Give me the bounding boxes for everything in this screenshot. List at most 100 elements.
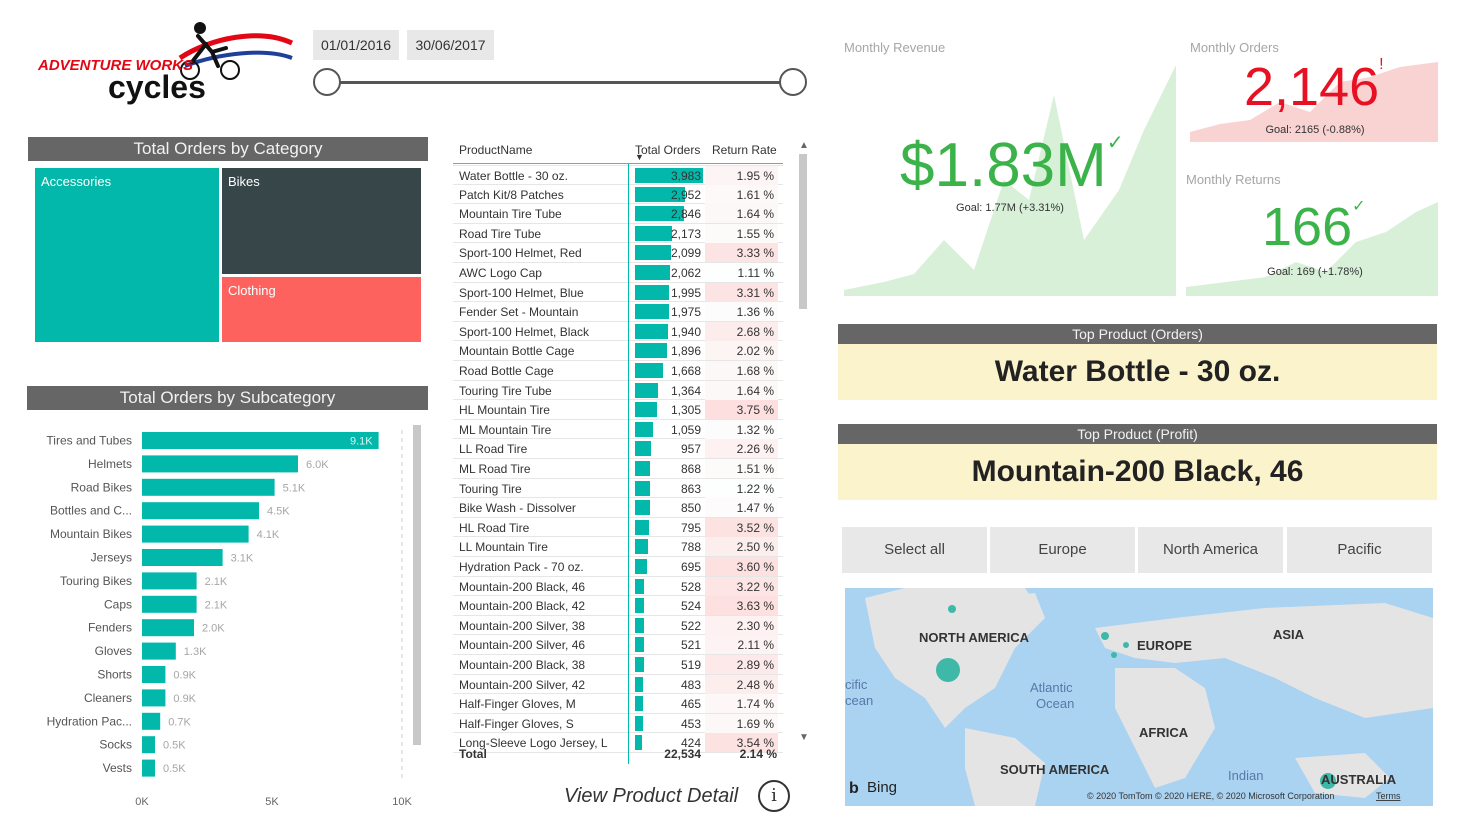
table-row[interactable]: HL Mountain Tire 1,305 3.75 % [453,400,783,420]
bar[interactable] [142,549,223,566]
total-orders-cell: 863 [680,481,701,496]
column-header-return-rate[interactable]: Return Rate [712,143,777,157]
sales-map[interactable]: NORTH AMERICA EUROPE ASIA AFRICA SOUTH A… [845,588,1433,806]
table-row[interactable]: Mountain-200 Silver, 42 483 2.48 % [453,674,783,695]
table-row[interactable]: Touring Tire 863 1.22 % [453,478,783,499]
return-rate-cell: 1.64 % [705,204,778,224]
product-name-cell: Sport-100 Helmet, Blue [459,285,584,300]
table-scrollbar[interactable]: ▲ ▼ [796,140,810,750]
orders-data-bar [635,323,669,339]
bar-category-label: Fenders [88,621,132,635]
date-start-input[interactable]: 01/01/2016 [313,30,399,60]
table-row[interactable]: Mountain-200 Black, 42 524 3.63 % [453,596,783,616]
bar[interactable] [142,666,166,683]
bar[interactable] [142,595,197,613]
treemap-tile-bikes[interactable]: Bikes [221,167,422,275]
region-pacific-button[interactable]: Pacific [1287,527,1432,573]
table-row[interactable]: ML Mountain Tire 1,059 1.32 % [453,419,783,440]
orders-data-bar [635,225,673,241]
product-name-cell: Half-Finger Gloves, S [459,716,574,731]
table-row[interactable]: Road Tire Tube 2,173 1.55 % [453,223,783,244]
table-row[interactable]: AWC Logo Cap 2,062 1.11 % [453,263,783,283]
table-row[interactable]: Mountain-200 Silver, 46 521 2.11 % [453,635,783,655]
bar[interactable] [142,642,176,660]
table-row[interactable]: Long-Sleeve Logo Jersey, L 424 3.54 % [453,733,783,753]
map-terms-link[interactable]: Terms [1376,791,1401,801]
map-bubble[interactable] [1101,632,1109,640]
return-rate-cell: 1.36 % [705,302,778,322]
bar[interactable] [142,619,194,637]
table-row[interactable]: Touring Tire Tube 1,364 1.64 % [453,380,783,401]
table-row[interactable]: Half-Finger Gloves, S 453 1.69 % [453,713,783,734]
date-slider-track[interactable] [328,81,793,84]
column-header-total-orders[interactable]: Total Orders [635,143,701,157]
table-row[interactable]: Mountain-200 Black, 46 528 3.22 % [453,576,783,597]
bar-category-label: Jerseys [91,551,132,565]
kpi-revenue-goal: Goal: 1.77M (+3.31%) [956,202,1064,214]
date-end-input[interactable]: 30/06/2017 [407,30,494,60]
table-row[interactable]: ML Road Tire 868 1.51 % [453,459,783,479]
table-row[interactable]: Half-Finger Gloves, M 465 1.74 % [453,694,783,714]
chart-scrollbar-thumb[interactable] [413,425,421,745]
table-row[interactable]: Mountain-200 Silver, 38 522 2.30 % [453,615,783,636]
bar[interactable] [142,759,155,777]
table-row[interactable]: Mountain Bottle Cage 1,896 2.02 % [453,341,783,361]
table-row[interactable]: Mountain Tire Tube 2,846 1.64 % [453,204,783,224]
region-europe-button[interactable]: Europe [990,527,1135,573]
map-bubble[interactable] [1123,642,1129,648]
return-rate-cell: 3.31 % [705,282,778,302]
bar[interactable] [142,455,298,473]
table-row[interactable]: Patch Kit/8 Patches 2,952 1.61 % [453,184,783,205]
bar[interactable] [142,525,249,543]
total-orders-cell: 524 [680,599,701,614]
column-header-productname[interactable]: ProductName [459,143,533,157]
table-row[interactable]: Road Bottle Cage 1,668 1.68 % [453,361,783,381]
product-name-cell: Touring Tire Tube [459,383,552,398]
total-orders-cell: 2,173 [670,226,701,241]
date-slider-start-handle[interactable] [313,68,341,96]
bar[interactable] [142,502,259,520]
table-row[interactable]: Water Bottle - 30 oz. 3,983 1.95 % [453,165,783,185]
bar[interactable] [142,712,161,730]
product-name-cell: Sport-100 Helmet, Red [459,246,582,261]
product-name-cell: Half-Finger Gloves, M [459,697,576,712]
table-row[interactable]: Sport-100 Helmet, Blue 1,995 3.31 % [453,282,783,303]
table-row[interactable]: LL Road Tire 957 2.26 % [453,439,783,459]
treemap-tile-clothing[interactable]: Clothing [221,276,422,343]
map-bubble[interactable] [1320,773,1336,789]
bar[interactable] [142,432,379,449]
bar[interactable] [142,689,166,707]
scrollbar-thumb[interactable] [799,154,807,309]
check-icon: ✓ [1106,132,1124,154]
bar[interactable] [142,736,155,754]
treemap-tile-accessories[interactable]: Accessories [34,167,220,343]
table-row[interactable]: HL Road Tire 795 3.52 % [453,517,783,538]
kpi-orders-number: 2,146 [1244,57,1380,117]
orders-data-bar [635,186,686,202]
map-bubble[interactable] [948,605,956,613]
total-orders-cell: 795 [680,520,701,535]
return-rate-cell: 2.89 % [705,655,778,674]
scroll-down-icon[interactable]: ▼ [799,732,809,743]
bar[interactable] [142,478,275,496]
map-bubble[interactable] [936,658,960,682]
bar[interactable] [142,572,197,590]
table-row[interactable]: Fender Set - Mountain 1,975 1.36 % [453,302,783,322]
info-icon[interactable]: i [758,780,790,812]
eurasia-shape [1095,603,1433,718]
table-row[interactable]: Sport-100 Helmet, Black 1,940 2.68 % [453,321,783,342]
view-product-detail-button[interactable]: View Product Detail [564,785,739,807]
region-select-all-button[interactable]: Select all [842,527,987,573]
table-row[interactable]: Mountain-200 Black, 38 519 2.89 % [453,655,783,675]
returns-trend-area [1186,202,1438,296]
orders-data-bar [635,500,650,516]
region-north-america-button[interactable]: North America [1138,527,1283,573]
table-row[interactable]: Sport-100 Helmet, Red 2,099 3.33 % [453,243,783,263]
table-row[interactable]: LL Mountain Tire 788 2.50 % [453,537,783,557]
table-row[interactable]: Bike Wash - Dissolver 850 1.47 % [453,498,783,518]
map-bubble[interactable] [1111,652,1117,658]
scroll-up-icon[interactable]: ▲ [799,140,809,151]
product-name-cell: HL Mountain Tire [459,403,550,418]
date-slider-end-handle[interactable] [779,68,807,96]
table-row[interactable]: Hydration Pack - 70 oz. 695 3.60 % [453,557,783,577]
